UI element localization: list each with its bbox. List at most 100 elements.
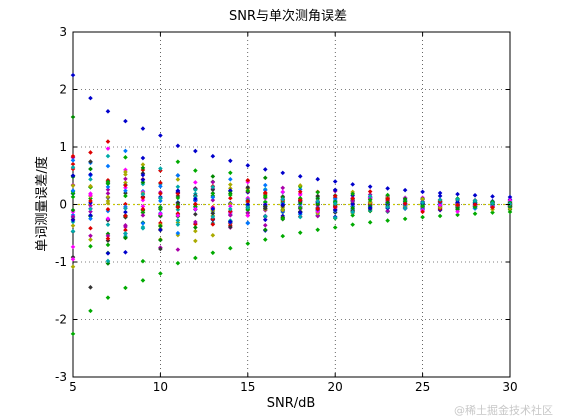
data-point: [402, 187, 408, 193]
data-point: [70, 264, 76, 270]
data-point: [70, 188, 76, 193]
data-point: [472, 204, 478, 210]
data-point: [315, 193, 321, 199]
data-point: [88, 308, 93, 314]
data-point: [228, 182, 233, 187]
data-point: [210, 184, 216, 190]
data-point: [228, 201, 233, 207]
data-point: [332, 193, 338, 199]
x-tick-label: 15: [240, 380, 255, 394]
data-point: [280, 207, 286, 213]
data-point: [175, 173, 181, 178]
data-point: [245, 198, 251, 204]
data-point: [245, 213, 251, 218]
data-point: [105, 233, 111, 239]
data-point: [158, 196, 163, 201]
data-point: [123, 118, 128, 124]
data-point: [262, 204, 268, 210]
data-point: [228, 209, 233, 214]
data-point: [193, 168, 198, 173]
data-point: [315, 176, 321, 182]
y-axis-label: 单词测量误差/度: [34, 156, 50, 251]
data-point: [88, 166, 93, 172]
data-point: [175, 195, 181, 201]
data-point: [297, 197, 303, 203]
data-point: [350, 205, 355, 211]
y-tick-label: 1: [59, 140, 67, 154]
data-point: [262, 182, 268, 188]
data-point: [140, 165, 146, 171]
data-point: [158, 166, 163, 171]
data-point: [385, 208, 390, 214]
data-point: [193, 187, 198, 193]
data-point: [228, 203, 233, 209]
data-point: [437, 190, 443, 196]
data-point: [245, 184, 251, 190]
data-point: [472, 211, 478, 216]
data-point: [123, 285, 128, 291]
x-tick-label: 30: [502, 380, 517, 394]
data-point: [105, 146, 111, 151]
data-point: [70, 207, 76, 213]
data-point: [385, 204, 390, 210]
data-point: [158, 198, 163, 204]
y-tick-label: -3: [55, 370, 67, 384]
data-point: [262, 217, 268, 223]
data-point: [332, 215, 338, 220]
data-point: [455, 197, 460, 202]
data-point: [105, 109, 111, 114]
data-point: [158, 246, 163, 252]
data-point: [105, 222, 111, 227]
data-point: [140, 155, 146, 161]
data-point: [105, 216, 111, 221]
data-point: [70, 228, 76, 234]
data-point: [507, 201, 513, 207]
data-point: [193, 212, 198, 217]
data-point: [228, 176, 233, 182]
data-point: [123, 209, 128, 215]
data-point: [420, 196, 425, 202]
data-point: [123, 235, 128, 241]
data-point: [193, 206, 198, 212]
plot-area: 5 10 15 20 25 30 -3 -2 -1 0 1 2 3: [55, 25, 518, 394]
data-point: [315, 198, 321, 204]
data-point: [193, 255, 198, 261]
data-point: [158, 191, 163, 196]
data-point: [175, 222, 181, 227]
data-point: [140, 224, 146, 230]
data-point: [70, 165, 76, 170]
watermark: @稀土掘金技术社区: [454, 404, 553, 417]
data-point: [193, 225, 198, 230]
data-point: [70, 153, 76, 159]
data-point: [158, 223, 163, 229]
data-point: [262, 167, 268, 172]
y-axis-ticks: -3 -2 -1 0 1 2 3: [55, 25, 510, 384]
data-point: [315, 189, 321, 195]
data-point: [88, 209, 93, 214]
data-point: [193, 148, 198, 154]
data-point: [420, 200, 425, 205]
data-point: [210, 191, 216, 196]
data-point: [350, 213, 355, 218]
data-point: [297, 189, 303, 195]
data-point: [105, 139, 111, 144]
data-point: [280, 233, 286, 239]
data-point: [175, 177, 181, 182]
data-point: [193, 196, 198, 202]
data-point: [228, 158, 233, 164]
data-point: [88, 233, 93, 239]
data-point: [88, 191, 93, 196]
data-point: [332, 225, 338, 230]
data-point: [105, 184, 111, 190]
data-point: [262, 222, 268, 228]
data-point: [158, 237, 163, 243]
data-point: [123, 185, 128, 191]
data-point: [123, 193, 128, 199]
data-point: [88, 203, 93, 208]
data-point: [332, 196, 338, 202]
data-point: [140, 206, 146, 212]
y-tick-label: 0: [59, 198, 67, 212]
data-point: [297, 183, 303, 188]
data-point: [490, 194, 495, 199]
data-point: [297, 174, 303, 179]
